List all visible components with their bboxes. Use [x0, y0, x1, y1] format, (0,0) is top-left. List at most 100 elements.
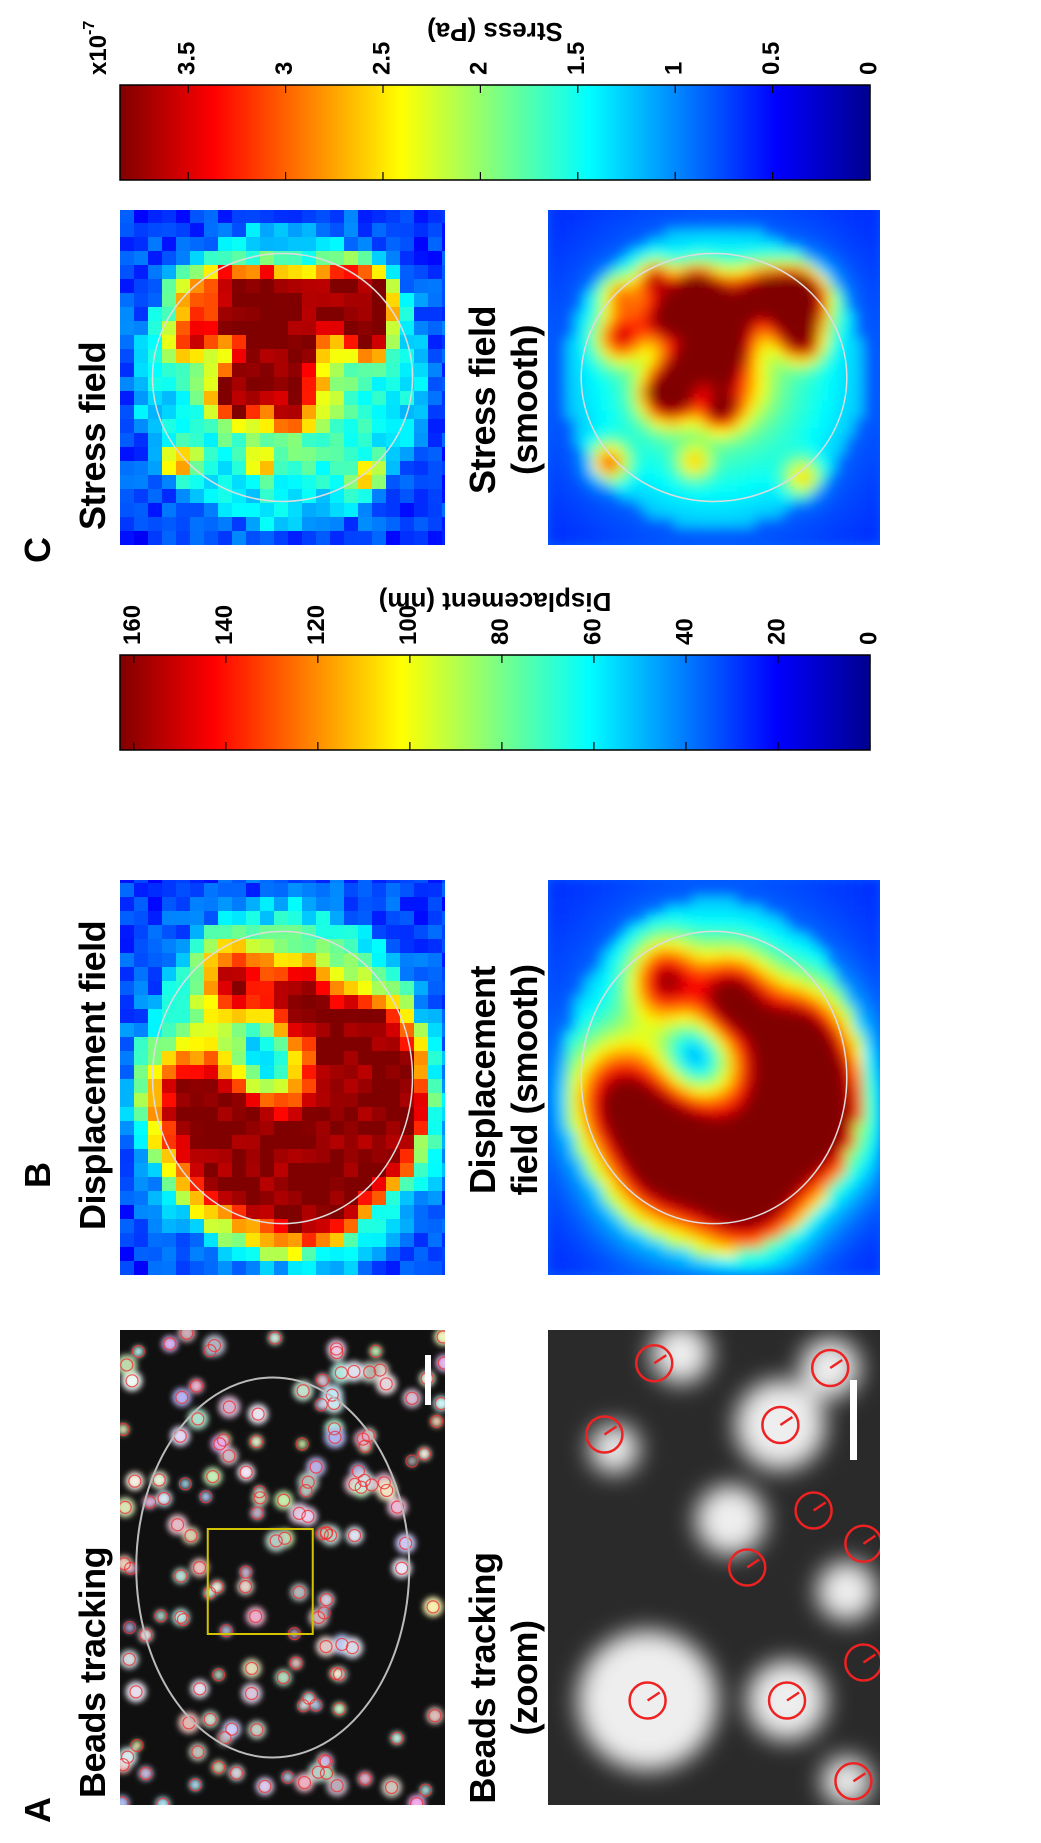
field-cell [845, 310, 855, 320]
field-cell [190, 924, 205, 939]
field-cell [863, 959, 873, 969]
field-cell [358, 882, 373, 897]
field-cell [372, 250, 387, 265]
field-cell [557, 210, 567, 212]
field-cell [800, 887, 810, 897]
field-cell [372, 278, 387, 293]
field-cell [764, 923, 774, 933]
field-cell [656, 941, 666, 951]
field-cell [764, 1031, 774, 1041]
bead-marker [426, 1600, 440, 1614]
field-cell [176, 1078, 191, 1093]
field-cell [809, 1184, 819, 1194]
field-cell [791, 1076, 801, 1086]
field-cell [782, 1022, 792, 1032]
field-cell [442, 320, 445, 335]
field-cell [232, 460, 247, 475]
field-cell [575, 472, 585, 482]
field-cell [827, 914, 837, 924]
field-cell [683, 1049, 693, 1059]
field-cell [566, 265, 576, 275]
bead [329, 1667, 342, 1680]
field-cell [737, 1256, 747, 1266]
field-cell [737, 301, 747, 311]
field-cell [656, 499, 666, 509]
field-cell [602, 1076, 612, 1086]
field-cell [872, 1085, 880, 1095]
field-cell [302, 432, 317, 447]
field-cell [863, 364, 873, 374]
field-cell [638, 923, 648, 933]
field-cell [428, 1022, 443, 1037]
field-cell [845, 1184, 855, 1194]
field-cell [629, 977, 639, 987]
field-cell [755, 436, 765, 446]
field-cell [584, 1058, 594, 1068]
field-cell [773, 1229, 783, 1239]
field-cell [764, 391, 774, 401]
field-cell [548, 1094, 558, 1104]
field-cell [755, 535, 765, 545]
bead-marker [250, 1506, 264, 1520]
field-cell [710, 472, 720, 482]
field-cell [674, 1067, 684, 1077]
field-cell [274, 1064, 289, 1079]
field-cell [288, 1204, 303, 1219]
field-cell [386, 1190, 401, 1205]
field-cell [719, 256, 729, 266]
field-cell [692, 896, 702, 906]
field-cell [260, 320, 275, 335]
field-cell [827, 1211, 837, 1221]
field-cell [593, 238, 603, 248]
field-cell [316, 1162, 331, 1177]
field-cell [566, 1139, 576, 1149]
field-cell [647, 337, 657, 347]
field-cell [719, 1247, 729, 1257]
field-cell [863, 950, 873, 960]
field-cell [218, 1204, 233, 1219]
field-cell [656, 355, 666, 365]
field-cell [863, 1175, 873, 1185]
field-cell [755, 220, 765, 230]
field-cell [701, 887, 711, 897]
field-cell [344, 488, 359, 503]
field-cell [548, 256, 558, 266]
field-cell [593, 959, 603, 969]
field-cell [872, 256, 880, 266]
field-cell [274, 1218, 289, 1233]
field-cell [764, 1139, 774, 1149]
field-cell [218, 952, 233, 967]
field-cell [764, 1022, 774, 1032]
field-cell [845, 1049, 855, 1059]
field-cell [575, 896, 585, 906]
field-cell [647, 454, 657, 464]
bead [121, 1370, 143, 1392]
field-cell [665, 436, 675, 446]
field-cell [746, 1220, 756, 1230]
field-cell [148, 474, 163, 489]
field-cell [836, 1229, 846, 1239]
field-cell [593, 328, 603, 338]
field-cell [566, 880, 576, 888]
field-cell [176, 376, 191, 391]
field-cell [302, 1204, 317, 1219]
field-cell [204, 1190, 219, 1205]
field-cell [204, 210, 219, 223]
bead [381, 1777, 402, 1798]
field-cell [611, 1112, 621, 1122]
field-cell [647, 391, 657, 401]
field-cell [372, 432, 387, 447]
field-cell [638, 256, 648, 266]
field-cell [602, 1184, 612, 1194]
field-cell [692, 959, 702, 969]
field-cell [593, 535, 603, 545]
field-cell [442, 1120, 445, 1135]
field-cell [442, 502, 445, 517]
field-cell [204, 488, 219, 503]
field-cell [566, 508, 576, 518]
field-cell [584, 1175, 594, 1185]
field-cell [863, 409, 873, 419]
field-cell [316, 530, 331, 545]
field-cell [692, 880, 702, 888]
field-cell [863, 1265, 873, 1275]
